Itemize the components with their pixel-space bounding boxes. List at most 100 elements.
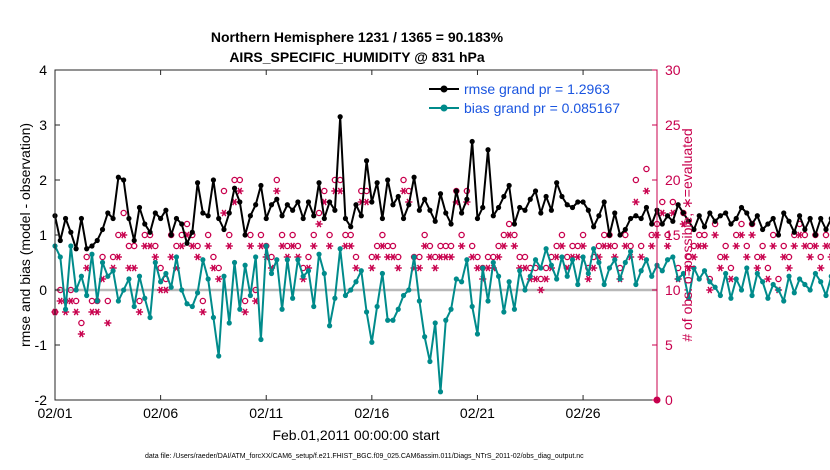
obs-possible-marker: [780, 242, 787, 250]
bias-point: [490, 259, 496, 266]
obs-evaluated-stroke: [379, 242, 385, 250]
rmse-point: [395, 193, 401, 200]
obs-evaluated-marker: [558, 242, 566, 250]
bias-point: [158, 279, 164, 285]
rmse-point: [738, 204, 745, 211]
bias-point: [601, 281, 607, 288]
rmse-point: [184, 240, 190, 246]
rmse-point: [305, 199, 312, 205]
obs-evaluated-marker: [273, 187, 281, 195]
obs-evaluated-stroke: [543, 275, 549, 283]
obs-evaluated-marker: [151, 253, 159, 261]
bias-point: [342, 292, 349, 299]
bias-point: [733, 276, 739, 282]
obs-possible-marker: [722, 242, 729, 250]
obs-possible-marker: [136, 297, 143, 305]
obs-evaluated-stroke: [770, 242, 776, 250]
rmse-point: [210, 177, 217, 183]
bias-point: [643, 257, 650, 263]
obs-evaluated-marker: [500, 242, 508, 250]
bias-point: [501, 309, 507, 315]
obs-possible-marker: [701, 231, 708, 239]
rmse-point: [511, 221, 518, 227]
obs-evaluated-stroke: [717, 264, 723, 272]
bias-point: [194, 290, 201, 296]
obs-evaluated-marker: [188, 242, 196, 250]
rmse-point: [99, 226, 106, 233]
bias-point: [99, 259, 106, 266]
bias-point: [469, 303, 475, 310]
bias-point: [474, 331, 481, 337]
bias-point: [131, 303, 137, 310]
bias-point: [585, 270, 591, 277]
rmse-point: [448, 221, 454, 227]
obs-evaluated-marker: [542, 275, 550, 283]
bias-point: [495, 273, 502, 279]
obs-possible-marker: [83, 253, 90, 261]
rmse-point: [89, 243, 95, 249]
obs-evaluated-stroke: [221, 209, 227, 217]
obs-evaluated-stroke: [369, 264, 375, 272]
bias-point: [580, 254, 586, 260]
obs-possible-marker: [637, 242, 645, 250]
obs-possible-marker: [273, 176, 281, 184]
obs-evaluated-marker: [732, 242, 740, 250]
obs-evaluated-marker: [685, 264, 693, 272]
obs-possible-marker: [743, 242, 751, 250]
bias-point: [358, 268, 364, 274]
rmse-point: [411, 174, 417, 180]
bias-point: [617, 276, 623, 282]
bias-point: [459, 279, 465, 285]
rmse-point: [485, 147, 491, 153]
rmse-point: [290, 207, 296, 213]
obs-evaluated-marker: [531, 275, 540, 283]
obs-evaluated-marker: [83, 264, 91, 272]
obs-evaluated-stroke: [791, 242, 797, 250]
y-tick-label: 1: [39, 227, 47, 243]
rmse-point: [379, 215, 386, 222]
obs-evaluated-stroke: [232, 198, 237, 206]
obs-evaluated-marker: [289, 242, 297, 250]
bias-point: [559, 254, 565, 260]
bias-point: [369, 339, 375, 345]
rmse-point: [649, 221, 655, 227]
rmse-point: [459, 210, 465, 216]
obs-evaluated-stroke: [633, 198, 639, 206]
obs-evaluated-marker: [727, 275, 735, 283]
y2-tick-label: 30: [665, 62, 681, 78]
bias-point: [284, 257, 290, 263]
rmse-point: [221, 226, 227, 233]
obs-evaluated-marker: [722, 253, 730, 261]
bias-point: [575, 281, 581, 288]
rmse-point: [812, 232, 819, 238]
obs-evaluated-stroke: [533, 275, 538, 283]
rmse-point: [168, 232, 174, 238]
rmse-point: [115, 174, 121, 180]
rmse-point: [353, 202, 359, 208]
bias-point: [427, 358, 433, 365]
obs-possible-marker: [226, 231, 233, 239]
bias-point: [390, 317, 396, 323]
obs-evaluated-stroke: [390, 253, 396, 261]
obs-evaluated-marker: [209, 264, 218, 272]
plot-area: [55, 70, 657, 400]
rmse-point: [680, 210, 687, 216]
rmse-point: [791, 229, 797, 235]
x-tick-label: 02/11: [249, 405, 283, 421]
bias-point: [115, 298, 121, 304]
obs-evaluated-stroke: [290, 242, 296, 250]
bias-point: [416, 298, 422, 304]
rmse-point: [643, 204, 650, 211]
obs-evaluated-marker: [806, 253, 814, 261]
rmse-point: [268, 202, 275, 208]
obs-evaluated-stroke: [728, 275, 734, 283]
chart-title-line1: Northern Hemisphere 1231 / 1365 = 90.183…: [211, 29, 504, 45]
bias-point: [443, 317, 449, 323]
obs-evaluated-stroke: [131, 264, 137, 272]
obs-evaluated-stroke: [189, 242, 195, 250]
rmse-point: [121, 177, 127, 183]
obs-possible-marker: [236, 176, 244, 184]
bias-point: [216, 353, 222, 359]
rmse-point: [311, 213, 317, 219]
